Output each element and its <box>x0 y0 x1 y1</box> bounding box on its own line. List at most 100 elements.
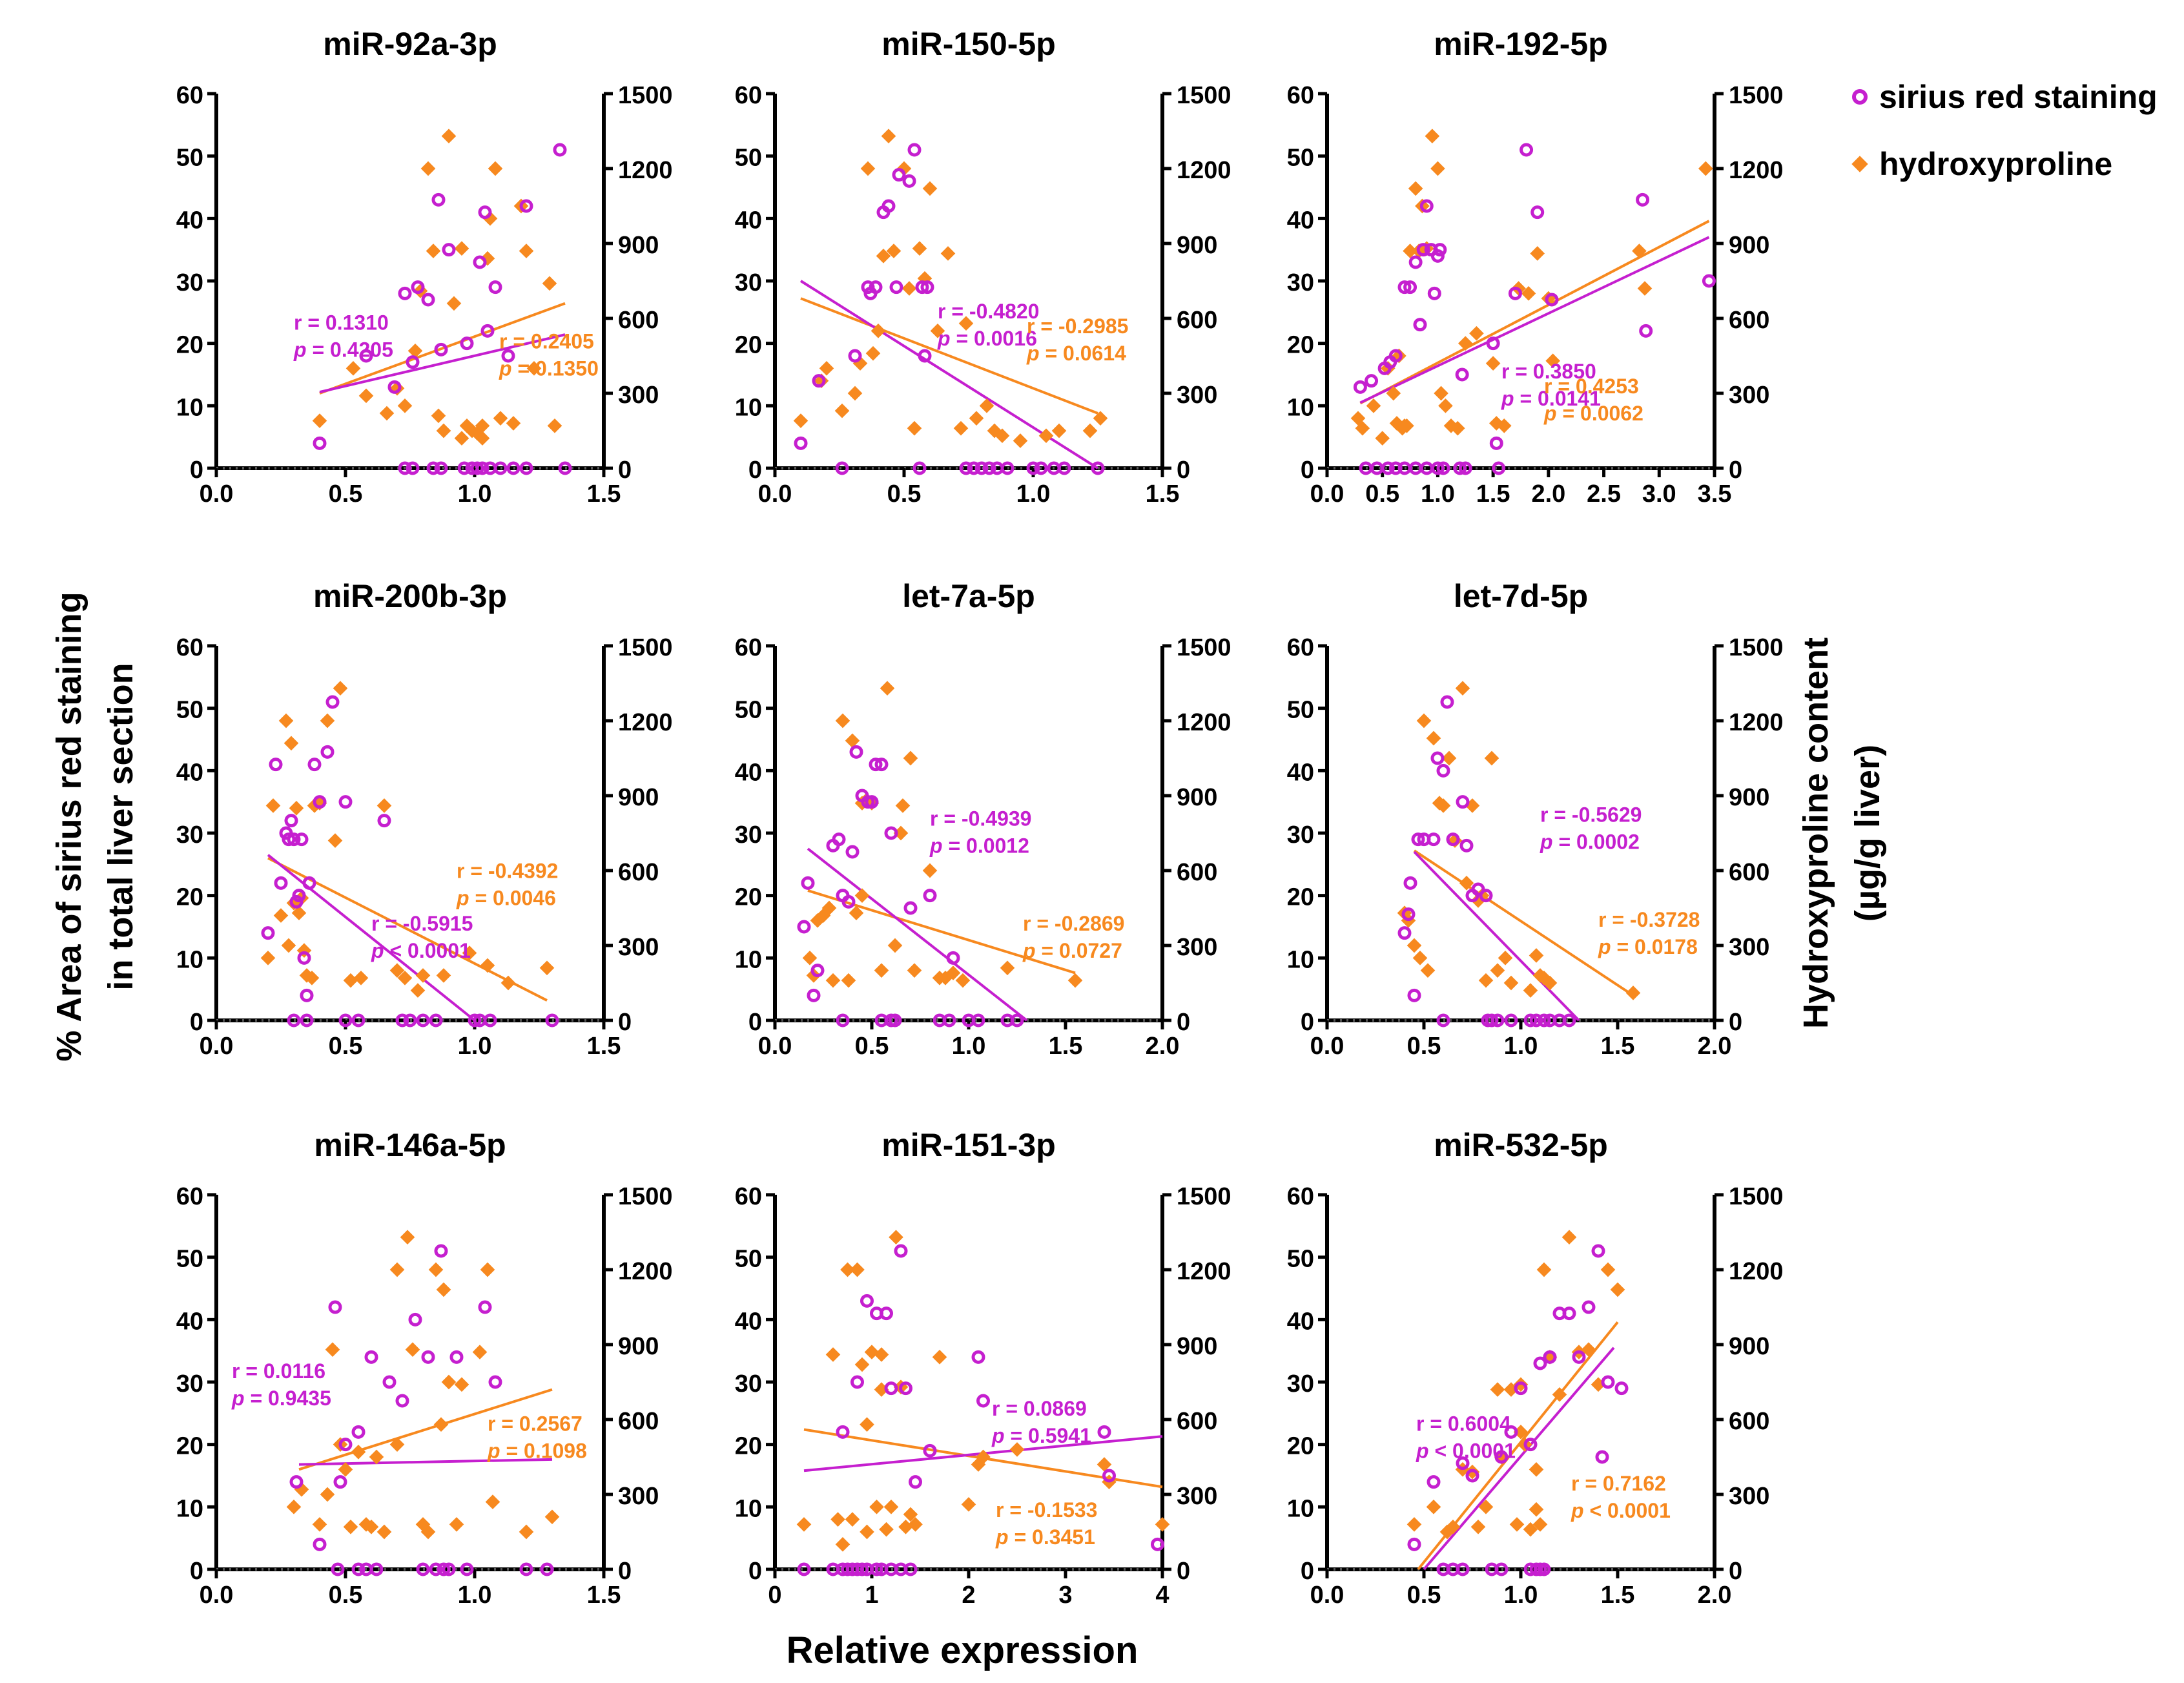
sirius-point <box>1453 461 1467 475</box>
hydroxyproline-point <box>415 968 431 983</box>
y-left-tick-label: 30 <box>176 1370 203 1398</box>
sirius-point <box>923 889 937 903</box>
legend: sirius red staining hydroxyproline <box>1851 79 2158 182</box>
sirius-point <box>1529 1013 1543 1027</box>
x-tick-label: 1.5 <box>1601 1033 1635 1060</box>
hydroxyproline-point <box>1406 938 1422 953</box>
x-tick-label: 1.0 <box>952 1033 986 1060</box>
hydroxyproline-point <box>893 825 909 841</box>
y-right-tick-label: 300 <box>1729 382 1769 409</box>
sirius-point <box>292 889 306 903</box>
y-left-tick-label: 30 <box>176 821 203 849</box>
sirius-point <box>1545 293 1559 307</box>
hydroxyproline-p-annotation: p < 0.0001 <box>1571 1499 1671 1522</box>
hydroxyproline-point <box>1637 281 1653 296</box>
x-tick-label: 1 <box>865 1582 878 1609</box>
hydroxyproline-point <box>454 241 469 256</box>
sirius-point <box>907 143 922 157</box>
y-left-tick-label: 20 <box>1287 1433 1314 1460</box>
sirius-point <box>406 355 420 369</box>
y-left-tick-label: 0 <box>748 1009 762 1036</box>
sirius-point <box>1408 255 1423 269</box>
sirius-point <box>1492 461 1506 475</box>
sirius-point <box>1427 832 1441 847</box>
sirius-point <box>1010 1013 1024 1027</box>
hydroxyproline-r-annotation: r = 0.2405 <box>499 329 594 353</box>
legend-sirius-label: sirius red staining <box>1879 79 2158 115</box>
sirius-point <box>395 1013 409 1027</box>
sirius-point <box>1508 286 1522 300</box>
x-tick-label: 0.5 <box>1407 1033 1441 1060</box>
sirius-point <box>519 461 533 475</box>
p-value: < 0.0001 <box>1589 1499 1670 1522</box>
hydroxyproline-point <box>845 1512 860 1527</box>
hydroxyproline-point <box>312 413 327 428</box>
hydroxyproline-point <box>1490 963 1505 978</box>
sirius-point <box>434 342 448 356</box>
hydroxyproline-point <box>397 398 413 413</box>
sirius-regression-line <box>1359 236 1710 404</box>
chart-panel-6: let-7d-5p0102030405060030060090012001500… <box>1287 578 1784 1060</box>
chart-panel-3: miR-192-5p010203040506003006009001200150… <box>1287 26 1784 508</box>
hydroxyproline-point <box>433 1417 449 1432</box>
sirius-point <box>488 1375 502 1389</box>
hydroxyproline-point <box>847 386 863 401</box>
p-value: < 0.0001 <box>389 939 470 962</box>
legend-sirius-marker <box>1852 89 1868 105</box>
y-right-tick-label: 300 <box>618 934 659 961</box>
hydroxyproline-p-annotation: p = 0.0178 <box>1598 935 1698 958</box>
hydroxyproline-point <box>908 1517 923 1532</box>
sirius-point <box>421 1350 435 1364</box>
x-tick-label: 0.0 <box>200 1033 234 1060</box>
hydroxyproline-p-annotation: p = 0.1098 <box>487 1439 587 1462</box>
y-right-tick-label: 1200 <box>618 709 673 736</box>
hydroxyproline-point <box>912 241 927 256</box>
sirius-point <box>1562 1013 1576 1027</box>
y-right-tick-label: 900 <box>618 232 659 259</box>
hydroxyproline-point <box>1425 129 1440 144</box>
hydroxyproline-point <box>802 951 818 965</box>
hydroxyproline-point <box>1561 1230 1577 1245</box>
sirius-point <box>429 1013 443 1027</box>
y-right-tick-label: 1500 <box>1729 82 1784 109</box>
sirius-regression-line <box>319 333 566 394</box>
sirius-point <box>1572 1350 1586 1364</box>
sirius-point <box>331 1562 345 1576</box>
hydroxyproline-point <box>1545 353 1561 369</box>
hydroxyproline-point <box>1459 876 1474 891</box>
hydroxyproline-point <box>1503 975 1519 991</box>
hydroxyproline-point <box>1458 336 1473 351</box>
sirius-point <box>902 174 916 188</box>
sirius-point <box>540 1562 554 1576</box>
p-symbol: p <box>1543 402 1562 425</box>
sirius-point <box>923 1443 937 1458</box>
y-left-tick-label: 60 <box>735 82 762 109</box>
sirius-point <box>1407 988 1421 1002</box>
hydroxyproline-point <box>1632 243 1647 258</box>
p-value: = 0.0012 <box>948 834 1029 857</box>
y-left-tick-label: 20 <box>735 1433 762 1460</box>
sirius-point <box>1427 286 1441 300</box>
chart-title: miR-532-5p <box>1434 1127 1608 1163</box>
sirius-point <box>845 845 860 859</box>
hydroxyproline-point <box>1093 411 1108 426</box>
chart-title: let-7a-5p <box>902 578 1035 614</box>
hydroxyproline-point <box>506 416 521 431</box>
sirius-point <box>1427 1475 1441 1489</box>
hydroxyproline-point <box>860 161 876 176</box>
sirius-point <box>449 1350 464 1364</box>
hydroxyproline-point <box>1013 433 1028 448</box>
sirius-r-annotation: r = 0.6004 <box>1416 1412 1511 1435</box>
x-tick-label: 0.5 <box>855 1033 889 1060</box>
x-tick-label: 0.5 <box>329 480 363 508</box>
sirius-point <box>434 1244 448 1258</box>
y-right-tick-label: 1200 <box>1177 1258 1231 1285</box>
sirius-point <box>1456 795 1470 809</box>
hydroxyproline-point <box>961 1497 976 1512</box>
sirius-point <box>1455 367 1469 382</box>
y-left-tick-label: 30 <box>1287 1370 1314 1398</box>
hydroxyproline-point <box>1521 286 1536 301</box>
hydroxyproline-point <box>793 413 809 428</box>
hydroxyproline-point <box>1698 161 1713 176</box>
sirius-point <box>1523 1438 1538 1452</box>
